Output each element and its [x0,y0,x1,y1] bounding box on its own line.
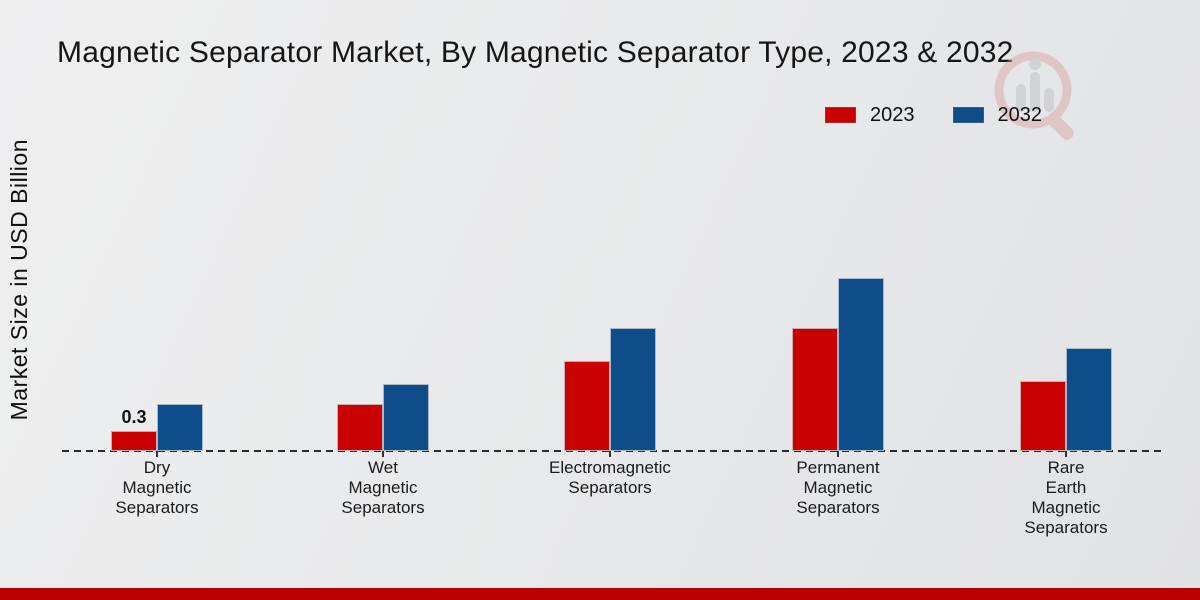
x-axis-tick [382,451,384,457]
category-label-3: Permanent Magnetic Separators [796,458,880,517]
legend-item-2032: 2032 [952,103,1043,127]
legend-item-2023: 2023 [825,104,915,127]
x-axis-tick [609,451,611,457]
category-label-4: Rare Earth Magnetic Separators [1024,458,1108,537]
bar-2023-category-0 [111,431,157,451]
magnifier-logo-icon [994,51,1074,140]
bar-2032-category-0 [157,404,203,451]
x-axis-tick [1065,451,1067,457]
category-label-2: Electromagnetic Separators [549,458,671,497]
x-axis-tick [837,451,839,457]
bar-2023-category-4 [1020,381,1066,451]
category-label-1: Wet Magnetic Separators [341,458,425,517]
x-axis-tick [156,451,158,457]
bar-2023-category-1 [337,404,383,451]
legend-swatch-2032 [952,107,984,123]
x-axis-baseline [62,450,1164,452]
category-label-0: Dry Magnetic Separators [115,458,199,517]
footer-strip [0,588,1200,600]
bar-2032-category-4 [1066,348,1112,451]
bar-value-label: 0.3 [121,407,147,427]
bar-2032-category-3 [838,278,884,451]
legend-label-2023: 2023 [870,103,915,126]
legend-label-2032: 2032 [997,103,1043,126]
chart-title: Magnetic Separator Market, By Magnetic S… [57,36,1014,69]
bar-2032-category-2 [610,328,656,451]
legend: 2023 2032 [825,101,1042,129]
bar-2032-category-1 [383,384,429,451]
bar-2023-category-3 [792,328,838,451]
bar-2023-category-2 [564,361,610,451]
legend-swatch-2023 [825,107,856,123]
